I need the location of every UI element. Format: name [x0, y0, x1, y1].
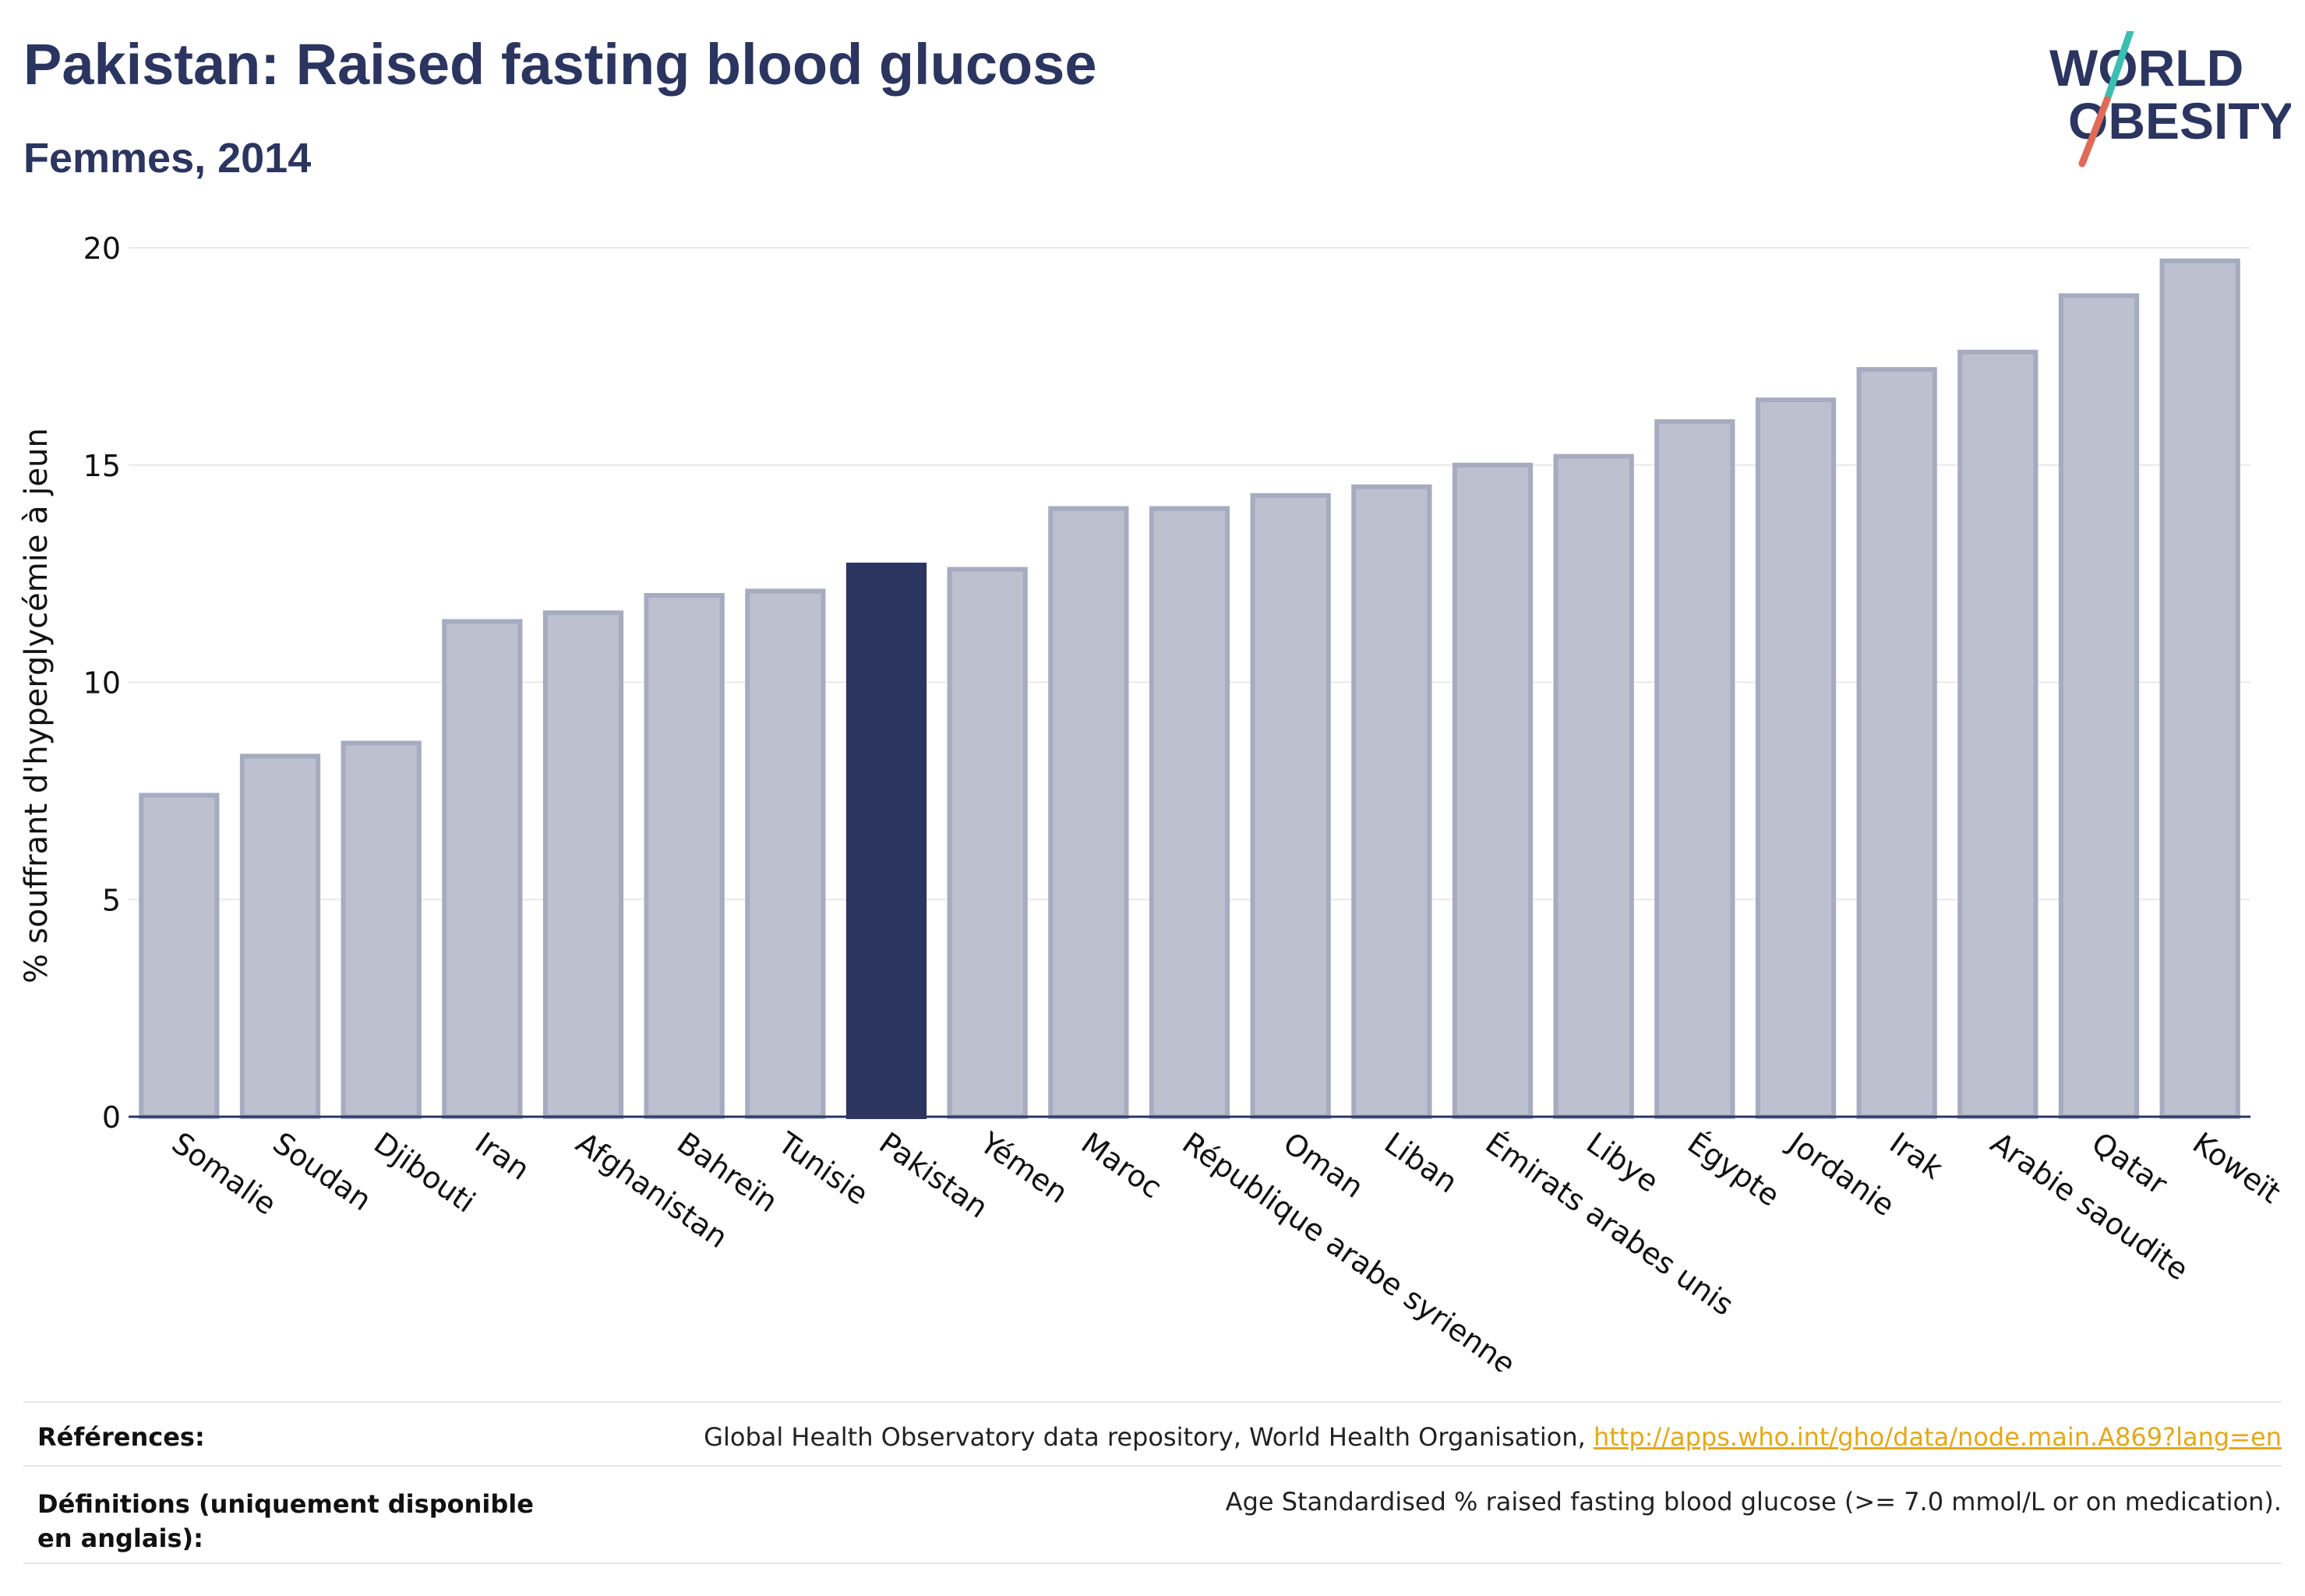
- bar-18: [1856, 367, 1937, 1120]
- x-tick-label: Iran: [469, 1125, 536, 1187]
- logo-slash-teal: [2103, 31, 2134, 104]
- bar-3: [341, 740, 422, 1119]
- x-tick-label: Liban: [1378, 1125, 1464, 1199]
- bar-highlight-8: [845, 562, 927, 1120]
- bar-21: [2159, 258, 2240, 1120]
- bar-10: [1048, 506, 1129, 1119]
- x-tick-label: Djibouti: [368, 1125, 482, 1220]
- x-tick-label: Soudan: [267, 1125, 377, 1217]
- chart-title: Pakistan: Raised fasting blood glucose: [23, 32, 1097, 97]
- logo-text-world: WORLD: [2049, 39, 2243, 97]
- bar-12: [1250, 493, 1331, 1119]
- x-tick-label: Somalie: [166, 1125, 283, 1221]
- y-tick-label: 5: [102, 883, 121, 917]
- x-tick-label: Pakistan: [873, 1125, 994, 1224]
- bar-11: [1149, 506, 1230, 1119]
- footer-divider-top: [23, 1401, 2282, 1403]
- world-obesity-logo: WORLD OBESITY: [2049, 31, 2291, 168]
- footer-divider-middle: [23, 1465, 2282, 1467]
- references-source: Global Health Observatory data repositor…: [704, 1422, 1594, 1452]
- x-tick-label: Qatar: [2085, 1125, 2173, 1202]
- x-tick-label: Libye: [1580, 1125, 1665, 1199]
- bar-15: [1553, 454, 1634, 1120]
- bar-16: [1654, 419, 1735, 1119]
- y-axis-label: % souffrant d'hyperglycémie à jeun: [19, 428, 55, 983]
- logo-slash-red: [2078, 96, 2111, 168]
- bar-7: [745, 588, 826, 1119]
- bar-5: [542, 610, 624, 1119]
- definitions-text: Age Standardised % raised fasting blood …: [1225, 1487, 2282, 1517]
- bar-4: [442, 619, 523, 1119]
- y-tick-label: 0: [102, 1100, 121, 1135]
- x-tick-label: Koweït: [2187, 1125, 2287, 1209]
- bar-13: [1351, 484, 1432, 1119]
- footer-divider-bottom: [23, 1562, 2282, 1564]
- references-label: Références:: [37, 1422, 205, 1452]
- bar-1: [139, 793, 220, 1119]
- bar-6: [644, 593, 725, 1119]
- y-tick-label: 10: [83, 666, 121, 701]
- x-tick-label: Irak: [1883, 1125, 1949, 1185]
- y-tick-label: 15: [83, 449, 121, 483]
- x-tick-label: Jordanie: [1781, 1125, 1901, 1223]
- x-tick-label: Tunisie: [771, 1125, 874, 1212]
- bar-14: [1452, 462, 1534, 1119]
- x-tick-label: Égypte: [1682, 1125, 1786, 1213]
- bar-17: [1755, 397, 1837, 1119]
- bar-20: [2058, 293, 2140, 1120]
- bar-2: [239, 754, 321, 1120]
- definitions-label: Définitions (uniquement disponible en an…: [37, 1489, 534, 1553]
- bar-9: [947, 567, 1028, 1119]
- chart-subtitle: Femmes, 2014: [23, 135, 312, 182]
- bar-19: [1957, 349, 2038, 1120]
- references-text: Global Health Observatory data repositor…: [704, 1422, 2282, 1452]
- x-tick-label: Maroc: [1075, 1125, 1168, 1205]
- y-tick-labels: 0 5 10 15 20: [83, 231, 121, 1135]
- y-tick-label: 20: [83, 231, 121, 266]
- references-link[interactable]: http://apps.who.int/gho/data/node.main.A…: [1593, 1422, 2282, 1452]
- bars: [129, 258, 2250, 1120]
